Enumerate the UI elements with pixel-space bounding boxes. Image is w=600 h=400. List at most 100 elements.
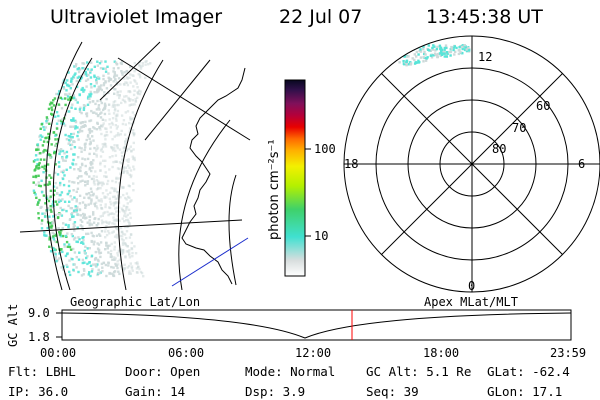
emission-pixel: [93, 65, 96, 68]
emission-pixel: [46, 118, 49, 122]
emission-pixel: [107, 91, 110, 95]
emission-pixel: [96, 64, 99, 67]
emission-pixel: [398, 50, 401, 54]
emission-pixel: [138, 92, 142, 96]
emission-pixel: [106, 193, 110, 196]
emission-pixel: [84, 206, 87, 209]
emission-pixel: [131, 111, 135, 114]
emission-pixel: [80, 88, 83, 91]
emission-pixel: [107, 213, 110, 217]
emission-pixel: [105, 130, 108, 134]
emission-pixel: [113, 256, 116, 259]
emission-pixel: [77, 131, 80, 134]
emission-pixel: [82, 106, 86, 110]
emission-pixel: [110, 242, 113, 246]
emission-pixel: [45, 149, 48, 152]
emission-pixel: [130, 150, 133, 153]
emission-pixel: [115, 103, 119, 107]
emission-pixel: [438, 44, 442, 47]
emission-pixel: [64, 93, 67, 96]
emission-pixel: [418, 60, 421, 64]
emission-pixel: [40, 191, 44, 194]
emission-pixel: [445, 55, 448, 58]
emission-pixel: [49, 225, 52, 228]
emission-pixel: [453, 53, 456, 56]
emission-pixel: [86, 157, 90, 161]
emission-pixel: [100, 198, 103, 201]
emission-pixel: [108, 156, 112, 159]
emission-pixel: [433, 45, 436, 48]
emission-pixel: [53, 189, 56, 192]
emission-pixel: [110, 145, 113, 149]
emission-pixel: [106, 179, 110, 183]
emission-pixel: [453, 45, 456, 48]
emission-pixel: [83, 143, 87, 146]
emission-pixel: [87, 73, 90, 77]
emission-pixel: [71, 136, 74, 139]
emission-pixel: [55, 111, 59, 114]
emission-pixel: [104, 248, 107, 251]
emission-pixel: [103, 196, 106, 199]
emission-pixel: [398, 61, 401, 64]
emission-pixel: [78, 202, 82, 205]
emission-pixel: [104, 159, 107, 162]
altitude-plot-frame: [61, 309, 572, 341]
emission-pixel: [90, 109, 93, 113]
colorbar-label: photon cm⁻²s⁻¹: [267, 139, 282, 240]
emission-pixel: [84, 245, 87, 248]
emission-pixel: [46, 153, 49, 157]
emission-pixel: [62, 171, 65, 174]
emission-pixel: [124, 244, 128, 247]
emission-pixel: [90, 254, 94, 257]
emission-pixel: [97, 106, 100, 109]
emission-pixel: [465, 48, 468, 51]
emission-pixel: [415, 50, 418, 54]
emission-pixel: [52, 238, 56, 241]
emission-pixel: [463, 48, 467, 52]
emission-pixel: [109, 130, 113, 134]
y-tick-label: 1.8: [28, 330, 50, 344]
emission-pixel: [126, 76, 129, 79]
emission-pixel: [66, 252, 69, 256]
emission-pixel: [67, 225, 70, 229]
emission-pixel: [450, 47, 453, 50]
emission-pixel: [99, 87, 102, 90]
emission-pixel: [444, 44, 448, 47]
emission-pixel: [94, 263, 97, 266]
emission-pixel: [123, 225, 127, 229]
emission-pixel: [94, 217, 97, 220]
emission-pixel: [43, 164, 47, 168]
emission-pixel: [96, 89, 99, 92]
emission-pixel: [95, 179, 99, 182]
emission-pixel: [59, 193, 62, 197]
emission-pixel: [99, 251, 103, 254]
emission-pixel: [113, 241, 116, 244]
emission-pixel: [118, 182, 121, 185]
emission-pixel: [58, 165, 61, 168]
emission-pixel: [83, 124, 86, 127]
gc-alt-status: GC Alt: 5.1 Re: [366, 364, 471, 379]
emission-pixel: [129, 73, 132, 76]
emission-pixel: [80, 129, 84, 133]
emission-pixel: [69, 125, 73, 128]
grid-line: [228, 174, 237, 286]
emission-pixel: [132, 134, 136, 137]
emission-pixel: [112, 204, 116, 207]
emission-pixel: [102, 77, 105, 81]
emission-pixel: [98, 233, 101, 236]
emission-pixel: [57, 200, 61, 204]
emission-pixel: [87, 128, 91, 131]
emission-pixel: [113, 100, 117, 103]
emission-pixel: [123, 133, 127, 136]
emission-pixel: [86, 180, 90, 183]
grid-line: [52, 57, 93, 290]
emission-pixel: [104, 67, 107, 70]
emission-pixel: [76, 226, 79, 229]
emission-pixel: [131, 74, 134, 77]
emission-pixel: [92, 192, 95, 196]
emission-pixel: [95, 175, 98, 178]
emission-pixel: [446, 52, 449, 55]
emission-pixel: [125, 198, 128, 201]
emission-pixel: [65, 150, 69, 154]
emission-pixel: [95, 234, 99, 237]
